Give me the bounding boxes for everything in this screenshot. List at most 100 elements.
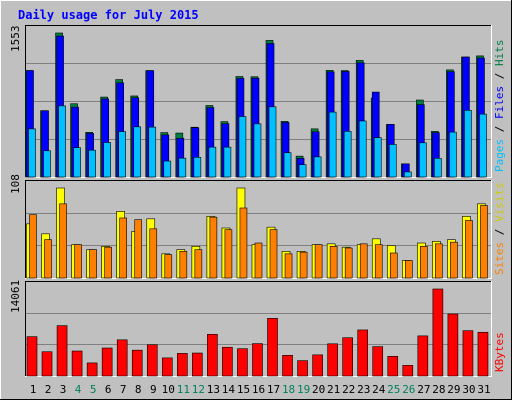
x-tick-label: 25 <box>387 383 400 396</box>
bar-sites-day-27 <box>420 246 428 279</box>
bar-kbytes-day-29 <box>447 313 459 377</box>
x-tick-label: 20 <box>312 383 325 396</box>
x-tick-label: 1 <box>30 383 37 396</box>
y-max-label-visits: 108 <box>9 174 22 194</box>
bar-pages-day-10 <box>163 160 172 178</box>
x-tick-label: 19 <box>297 383 310 396</box>
y-max-label-kbytes: 14061 <box>9 280 22 313</box>
bar-sites-day-20 <box>314 244 323 279</box>
legend-hits: Hits <box>493 40 506 67</box>
x-tick-label: 11 <box>177 383 190 396</box>
bar-sites-day-14 <box>224 229 233 279</box>
chart-title: Daily usage for July 2015 <box>18 8 199 22</box>
bar-pages-day-24 <box>373 137 382 178</box>
x-tick-label: 6 <box>105 383 112 396</box>
bar-pages-day-6 <box>103 142 111 178</box>
bar-kbytes-day-23 <box>357 329 369 377</box>
bar-kbytes-day-11 <box>177 353 188 377</box>
bar-kbytes-day-20 <box>312 354 323 377</box>
x-tick-label: 28 <box>432 383 445 396</box>
bar-pages-day-29 <box>449 131 457 178</box>
x-tick-label: 18 <box>282 383 295 396</box>
bar-kbytes-day-18 <box>282 355 293 377</box>
legend-hits-files-pages: Pages / Files / Hits <box>493 40 506 173</box>
bar-pages-day-15 <box>238 116 247 178</box>
bar-pages-day-4 <box>73 147 81 178</box>
bar-kbytes-day-17 <box>267 318 278 377</box>
x-tick-label: 9 <box>150 383 157 396</box>
bar-pages-day-28 <box>434 158 442 178</box>
x-tick-label: 5 <box>90 383 97 396</box>
bar-kbytes-day-15 <box>237 348 248 377</box>
bar-pages-day-21 <box>328 111 337 178</box>
bar-pages-day-14 <box>223 146 232 178</box>
bar-sites-day-5 <box>89 249 97 279</box>
x-tick-label: 26 <box>402 383 415 396</box>
bar-pages-day-8 <box>133 126 142 178</box>
bar-sites-day-28 <box>435 243 443 279</box>
bar-kbytes-day-12 <box>192 352 203 377</box>
bar-pages-day-19 <box>298 164 307 178</box>
x-tick-label: 31 <box>477 383 490 396</box>
bar-pages-day-3 <box>58 105 66 178</box>
x-tick-label: 4 <box>75 383 82 396</box>
bar-sites-day-18 <box>284 253 293 279</box>
legend-pages: Pages <box>493 139 506 172</box>
x-tick-label: 8 <box>135 383 142 396</box>
bar-sites-day-11 <box>179 251 188 279</box>
legend-kbytes-label: KBytes <box>493 332 506 372</box>
bar-sites-day-6 <box>104 246 112 279</box>
bar-kbytes-day-10 <box>161 357 173 377</box>
x-tick-label: 30 <box>462 383 475 396</box>
bar-sites-day-12 <box>194 249 203 279</box>
bar-kbytes-day-1 <box>26 336 38 377</box>
bar-kbytes-day-25 <box>387 356 399 377</box>
legend-files: Files <box>493 86 506 119</box>
x-tick-label: 12 <box>192 383 205 396</box>
x-tick-label: 10 <box>162 383 175 396</box>
bar-sites-day-25 <box>389 252 398 279</box>
bar-pages-day-5 <box>88 149 96 178</box>
bar-pages-day-17 <box>268 106 277 178</box>
bar-sites-day-30 <box>465 220 473 279</box>
bar-sites-day-2 <box>44 239 52 279</box>
bar-pages-day-2 <box>43 150 51 178</box>
bar-kbytes-day-31 <box>477 331 489 377</box>
bar-pages-day-20 <box>313 156 322 178</box>
x-tick-label: 23 <box>357 383 370 396</box>
bar-kbytes-day-21 <box>327 343 338 377</box>
bar-sites-day-8 <box>134 219 143 279</box>
bar-sites-day-29 <box>450 241 458 279</box>
x-tick-label: 14 <box>222 383 236 396</box>
x-tick-label: 22 <box>342 383 355 396</box>
bar-kbytes-day-9 <box>146 344 158 377</box>
bar-pages-day-25 <box>388 144 397 178</box>
bar-sites-day-26 <box>405 260 413 279</box>
bar-sites-day-9 <box>149 228 158 279</box>
legend-kbytes: KBytes <box>493 332 506 372</box>
bar-kbytes-day-30 <box>462 330 474 377</box>
bar-sites-day-23 <box>359 243 368 279</box>
bar-sites-day-24 <box>374 244 383 279</box>
bar-sites-day-13 <box>209 216 218 279</box>
bar-sites-day-21 <box>329 246 338 279</box>
legend-separator: / <box>493 66 506 86</box>
bar-pages-day-12 <box>193 157 202 178</box>
x-tick-label: 7 <box>120 383 127 396</box>
bar-pages-day-9 <box>148 126 157 178</box>
bar-sites-day-3 <box>59 203 67 279</box>
bar-sites-day-16 <box>254 242 263 279</box>
y-max-label-hits: 1553 <box>9 26 22 53</box>
x-tick-label: 3 <box>60 383 67 396</box>
bar-sites-day-22 <box>344 247 353 279</box>
legend-separator: / <box>493 119 506 139</box>
legend-visits: Visits <box>493 182 506 222</box>
bar-pages-day-22 <box>343 131 352 178</box>
x-tick-label: 2 <box>45 383 52 396</box>
x-tick-label: 21 <box>327 383 340 396</box>
bars-layer <box>25 32 489 377</box>
x-axis-labels: 1 2 3 4 5 6 7 8 9 10 11 12 13 14 15 16 17 18 19 20 21 22 23 24 2… <box>30 383 491 396</box>
bar-pages-day-7 <box>118 131 126 178</box>
bar-kbytes-day-22 <box>342 337 353 377</box>
